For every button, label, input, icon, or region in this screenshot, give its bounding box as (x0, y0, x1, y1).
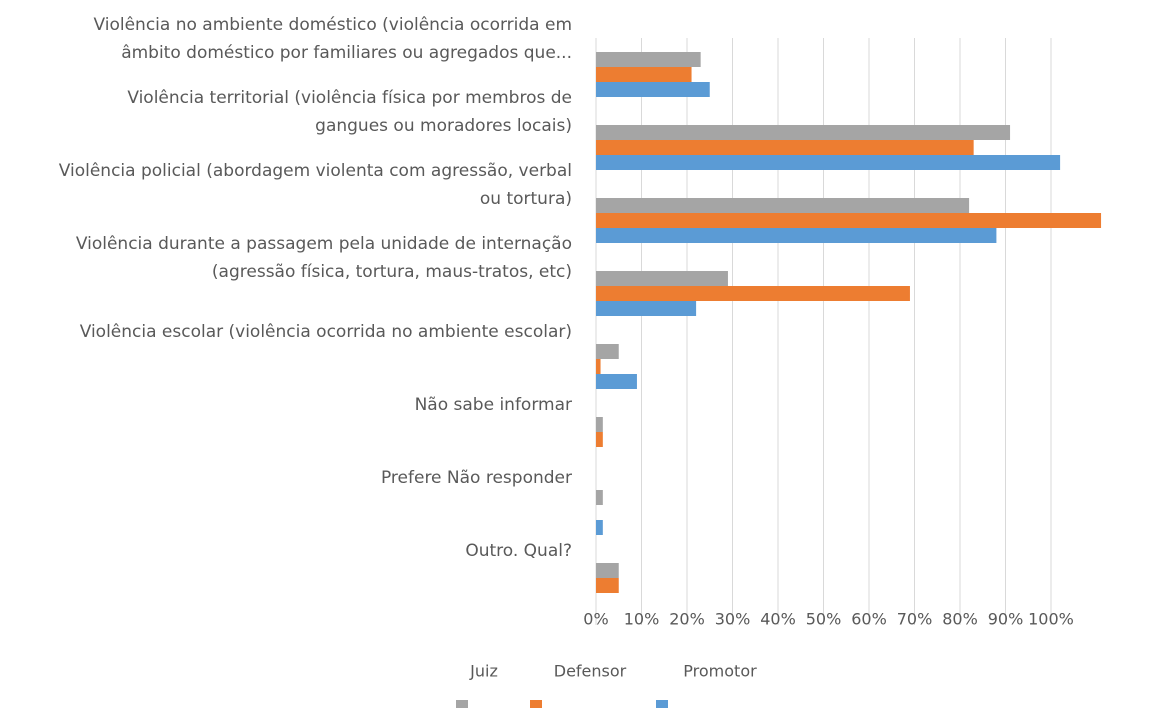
x-tick-label: 100% (1028, 610, 1074, 629)
legend-label: Defensor (554, 662, 627, 681)
x-tick-label: 20% (669, 610, 705, 629)
bar (596, 52, 701, 67)
bar (596, 578, 619, 593)
legend-swatch (456, 700, 468, 708)
category-label: Violência escolar (violência ocorrida no… (79, 322, 572, 342)
category-label: Prefere Não responder (380, 468, 572, 488)
x-tick-label: 50% (806, 610, 842, 629)
x-tick-label: 0% (583, 610, 608, 629)
bar (596, 432, 603, 447)
bar (596, 67, 692, 82)
bar (596, 374, 637, 389)
bar (596, 563, 619, 578)
legend-label: Promotor (683, 662, 757, 681)
legend-swatch (656, 700, 668, 708)
x-tick-label: 40% (760, 610, 796, 629)
x-tick-label: 60% (851, 610, 887, 629)
category-label: Violência no ambiente doméstico (violênc… (93, 15, 572, 63)
bar (596, 344, 619, 359)
bar (596, 198, 970, 213)
bar (596, 228, 997, 243)
bar (596, 301, 697, 316)
bar (596, 82, 710, 97)
category-label: Outro. Qual? (465, 541, 572, 561)
bar (596, 520, 603, 535)
bar (596, 140, 974, 155)
category-label: Não sabe informar (414, 395, 572, 415)
x-tick-label: 80% (942, 610, 978, 629)
legend-label: Juiz (469, 662, 498, 681)
category-label: Violência durante a passagem pela unidad… (75, 234, 572, 282)
legend-swatch (530, 700, 542, 708)
x-tick-label: 10% (624, 610, 660, 629)
category-label: Violência policial (abordagem violenta c… (58, 161, 572, 209)
category-label: Violência territorial (violência física … (127, 88, 572, 136)
bar (596, 286, 910, 301)
bar (596, 490, 603, 505)
bar (596, 271, 728, 286)
bar (596, 359, 601, 374)
bar (596, 417, 603, 432)
x-tick-label: 70% (897, 610, 933, 629)
x-tick-label: 90% (988, 610, 1024, 629)
bar (596, 155, 1061, 170)
x-tick-label: 30% (715, 610, 751, 629)
bar (596, 213, 1102, 228)
bar (596, 125, 1011, 140)
